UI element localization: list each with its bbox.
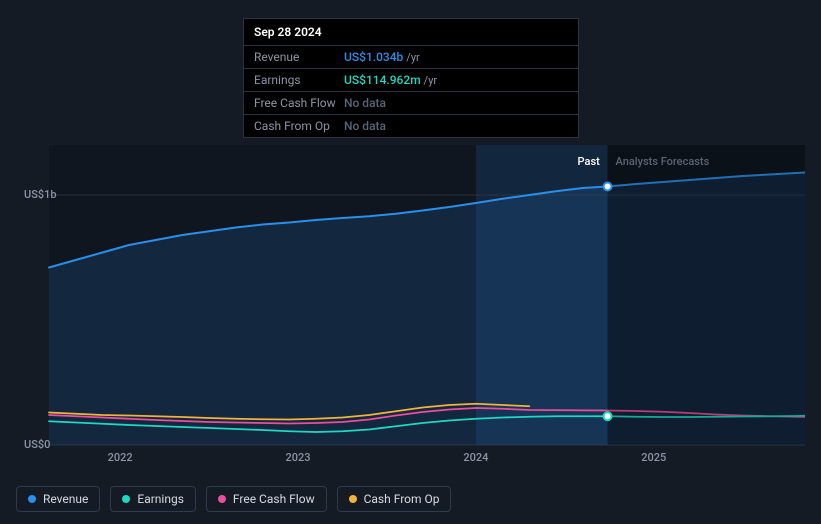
tooltip-row-value: US$1.034b [344,50,403,64]
y-axis-label: US$1b [24,188,57,201]
x-axis-label: 2023 [286,451,311,464]
legend-item-earnings[interactable]: Earnings [110,486,196,512]
divider-forecast-label: Analysts Forecasts [616,155,710,168]
tooltip-row-value: No data [344,96,386,110]
tooltip-row-label: Earnings [254,73,344,87]
tooltip-row-unit: /yr [424,74,437,87]
divider-past-label: Past [578,155,600,168]
chart-legend: Revenue Earnings Free Cash Flow Cash From O… [16,486,451,512]
chart-tooltip: Sep 28 2024 RevenueUS$1.034b/yrEarningsU… [243,18,579,138]
tooltip-row: Free Cash FlowNo data [244,92,578,115]
legend-dot-icon [218,495,226,503]
x-axis-label: 2024 [463,451,488,464]
chart-canvas[interactable] [16,120,805,460]
tooltip-row-value: No data [344,119,386,133]
legend-item-cash-from-op[interactable]: Cash From Op [337,486,452,512]
tooltip-row: RevenueUS$1.034b/yr [244,46,578,69]
legend-label: Free Cash Flow [233,492,315,506]
legend-label: Cash From Op [364,492,440,506]
legend-dot-icon [28,495,36,503]
tooltip-row: EarningsUS$114.962m/yr [244,69,578,92]
legend-label: Revenue [43,492,88,506]
financials-chart: US$1bUS$0 2022202320242025 PastAnalysts … [16,120,805,460]
legend-dot-icon [122,495,130,503]
x-axis-label: 2025 [641,451,666,464]
tooltip-row-label: Free Cash Flow [254,96,344,110]
x-axis-label: 2022 [108,451,133,464]
tooltip-row-unit: /yr [406,51,419,64]
tooltip-row-label: Cash From Op [254,119,344,133]
tooltip-date: Sep 28 2024 [244,19,578,46]
legend-dot-icon [349,495,357,503]
legend-label: Earnings [137,492,184,506]
legend-item-free-cash-flow[interactable]: Free Cash Flow [206,486,327,512]
tooltip-row: Cash From OpNo data [244,115,578,137]
legend-item-revenue[interactable]: Revenue [16,486,100,512]
tooltip-row-label: Revenue [254,50,344,64]
tooltip-row-value: US$114.962m [344,73,421,87]
y-axis-label: US$0 [24,438,50,451]
